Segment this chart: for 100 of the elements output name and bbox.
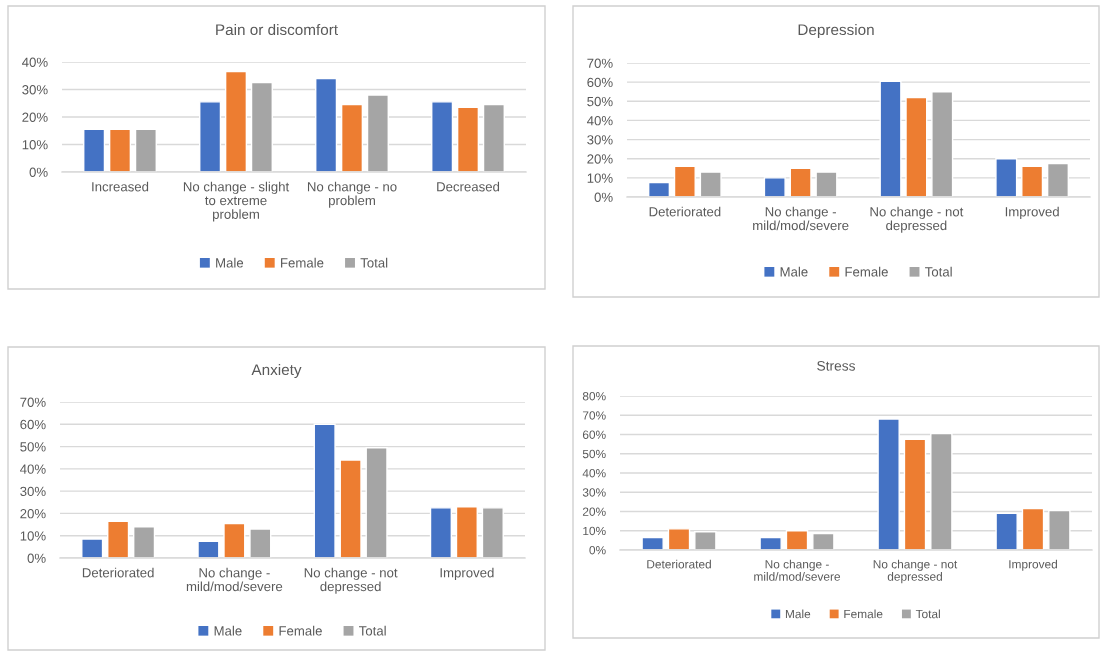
y-tick-label: 80% <box>582 392 606 401</box>
x-tick-label: Increased <box>92 181 149 192</box>
y-tick-label: 10% <box>20 531 46 541</box>
y-tick-label: 0% <box>594 192 613 202</box>
bar <box>197 540 220 558</box>
bar <box>785 530 809 550</box>
bar <box>1021 165 1044 197</box>
bar <box>250 81 273 172</box>
bar <box>429 507 452 558</box>
bar <box>199 101 222 172</box>
y-tick-label: 10% <box>583 526 606 536</box>
bar <box>83 128 106 172</box>
bar <box>455 506 478 558</box>
bar <box>107 520 130 558</box>
legend-label: Male <box>780 266 808 277</box>
bar <box>1046 162 1070 197</box>
bar <box>223 522 246 558</box>
y-tick-label: 60% <box>582 430 606 439</box>
y-tick-label: 30% <box>582 488 606 497</box>
y-tick-label: 0% <box>29 167 48 177</box>
legend-label: Total <box>359 625 386 636</box>
chart-title: Depression <box>798 23 874 39</box>
legend-label: Total <box>915 609 940 619</box>
bar <box>905 96 928 197</box>
bar <box>699 171 722 197</box>
bar <box>108 128 132 172</box>
x-tick-label: Decreased <box>437 181 500 192</box>
bar <box>81 538 104 558</box>
bar <box>995 158 1018 197</box>
bar <box>903 438 927 550</box>
x-tick-label: Deteriorated <box>82 567 154 578</box>
y-tick-label: 40% <box>22 57 48 67</box>
y-tick-label: 10% <box>587 173 613 183</box>
x-tick-label: No change - mild/mod/severe <box>753 206 849 231</box>
x-tick-label: Deteriorated <box>649 206 721 217</box>
bar <box>456 106 480 172</box>
y-tick-label: 40% <box>582 469 606 478</box>
bar <box>481 507 504 558</box>
legend-label: Total <box>925 266 952 277</box>
x-tick-label: No change - no problem <box>307 181 397 208</box>
y-tick-label: 30% <box>22 85 48 95</box>
legend-label: Female <box>279 625 322 636</box>
y-tick-label: 20% <box>22 112 48 122</box>
x-tick-label: Improved <box>440 567 494 581</box>
bar <box>431 101 454 172</box>
legend-label: Male <box>785 609 811 619</box>
bar <box>995 512 1018 550</box>
bar <box>340 103 364 172</box>
legend-label: Male <box>214 625 242 636</box>
bar <box>694 531 717 550</box>
y-tick-label: 50% <box>587 96 613 107</box>
bar <box>812 532 835 550</box>
bar <box>879 80 902 197</box>
x-tick-label: No change - not depressed <box>873 559 958 584</box>
chart-title: Pain or discomfort <box>216 23 338 36</box>
bar <box>1048 509 1071 550</box>
x-tick-label: No change - not depressed <box>870 206 964 233</box>
y-tick-label: 0% <box>589 546 606 555</box>
bar <box>133 526 156 558</box>
y-tick-label: 60% <box>587 77 613 88</box>
bar <box>366 94 389 172</box>
bar <box>1021 507 1045 550</box>
x-tick-label: Deteriorated <box>647 559 711 569</box>
bar <box>759 536 782 550</box>
bar <box>365 446 388 558</box>
y-tick-label: 20% <box>582 507 606 516</box>
y-tick-label: 30% <box>20 486 46 497</box>
x-tick-label: Improved <box>1009 559 1057 571</box>
bar <box>482 103 505 172</box>
bar <box>315 77 338 172</box>
legend-label: Male <box>216 257 244 268</box>
y-tick-label: 20% <box>587 154 613 164</box>
legend-label: Female <box>281 257 324 268</box>
y-tick-label: 50% <box>582 449 606 459</box>
y-tick-label: 40% <box>20 464 46 474</box>
bar <box>339 459 362 558</box>
bar <box>224 70 248 172</box>
y-tick-label: 70% <box>587 58 613 68</box>
x-tick-label: No change - not depressed <box>304 567 398 594</box>
bar <box>134 128 157 172</box>
bar <box>931 91 954 197</box>
y-tick-label: 20% <box>20 509 46 519</box>
bar <box>815 171 838 197</box>
chart-title: Stress <box>817 360 855 371</box>
legend-label: Female <box>844 609 883 619</box>
legend-label: Total <box>360 257 388 268</box>
bar <box>763 177 786 197</box>
bar <box>313 423 336 558</box>
y-tick-label: 70% <box>20 397 46 407</box>
x-tick-label: Improved <box>1005 206 1059 220</box>
bar <box>249 528 272 558</box>
y-tick-label: 70% <box>582 411 606 420</box>
x-tick-label: No change - mild/mod/severe <box>754 559 841 581</box>
y-tick-label: 30% <box>587 135 613 145</box>
y-tick-label: 40% <box>587 116 613 126</box>
bar <box>877 418 900 550</box>
chart-title: Anxiety <box>251 363 302 379</box>
bar <box>667 528 691 550</box>
bar <box>641 536 664 550</box>
x-tick-label: No change - slight to extreme problem <box>183 181 290 222</box>
